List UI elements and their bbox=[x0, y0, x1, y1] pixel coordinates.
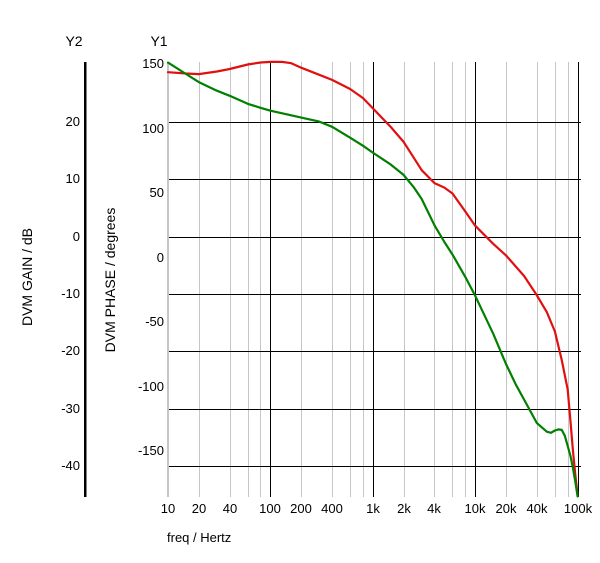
x-tick-label: 200 bbox=[290, 501, 312, 516]
y1-tick-label: 150 bbox=[142, 56, 164, 71]
x-tick-label: 10 bbox=[160, 501, 176, 516]
x-tick-label: 100k bbox=[563, 501, 593, 516]
y1-tick-label: 0 bbox=[156, 250, 164, 265]
y1-tick-label: -150 bbox=[137, 443, 164, 458]
x-tick-label: 4k bbox=[427, 501, 441, 516]
y2-tick-label: 20 bbox=[65, 114, 80, 129]
x-axis-title: freq / Hertz bbox=[167, 530, 232, 545]
y2-axis-header: Y2 bbox=[65, 33, 83, 49]
y2-tick-label: -40 bbox=[61, 458, 80, 473]
phase-axis-title: DVM PHASE / degrees bbox=[102, 207, 118, 353]
dvm-phase-curve bbox=[166, 60, 579, 497]
dvm-gain-curve bbox=[166, 61, 579, 498]
y1-tick-label: 50 bbox=[149, 185, 164, 200]
x-tick-label: 1k bbox=[366, 501, 380, 516]
y2-tick-label: -20 bbox=[61, 343, 80, 358]
x-tick-label: 100 bbox=[259, 501, 281, 516]
y2-tick-label: -30 bbox=[61, 401, 80, 416]
x-tick-label: 20k bbox=[495, 501, 517, 516]
y2-tick-label: -10 bbox=[61, 286, 80, 301]
y1-tick-label: 100 bbox=[142, 121, 164, 136]
x-tick-label: 40k bbox=[526, 501, 548, 516]
x-tick-label: 400 bbox=[321, 501, 343, 516]
x-tick-label: 40 bbox=[222, 501, 238, 516]
x-tick-label: 10k bbox=[464, 501, 486, 516]
y2-tick-label: 10 bbox=[65, 171, 80, 186]
y1-axis-header: Y1 bbox=[150, 33, 168, 49]
y2-tick-label: 0 bbox=[72, 229, 80, 244]
x-tick-label: 2k bbox=[397, 501, 411, 516]
y1-tick-label: -50 bbox=[145, 314, 164, 329]
x-tick-label: 20 bbox=[191, 501, 207, 516]
y1-tick-label: -100 bbox=[137, 379, 164, 394]
